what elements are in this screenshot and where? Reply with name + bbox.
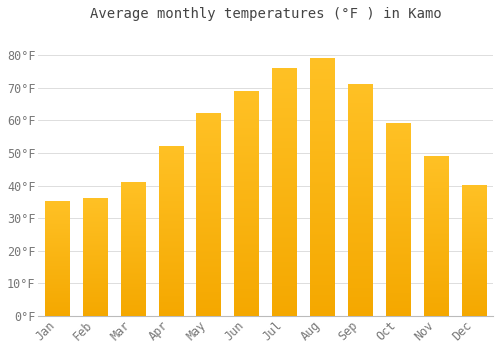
Bar: [424, 156, 448, 316]
Bar: [272, 68, 297, 316]
Bar: [120, 182, 146, 316]
Bar: [386, 124, 410, 316]
Bar: [45, 202, 70, 316]
Bar: [462, 186, 486, 316]
Title: Average monthly temperatures (°F ) in Kamo: Average monthly temperatures (°F ) in Ka…: [90, 7, 442, 21]
Bar: [310, 58, 335, 316]
Bar: [196, 114, 221, 316]
Bar: [83, 198, 108, 316]
Bar: [158, 146, 183, 316]
Bar: [234, 91, 259, 316]
Bar: [348, 84, 372, 316]
